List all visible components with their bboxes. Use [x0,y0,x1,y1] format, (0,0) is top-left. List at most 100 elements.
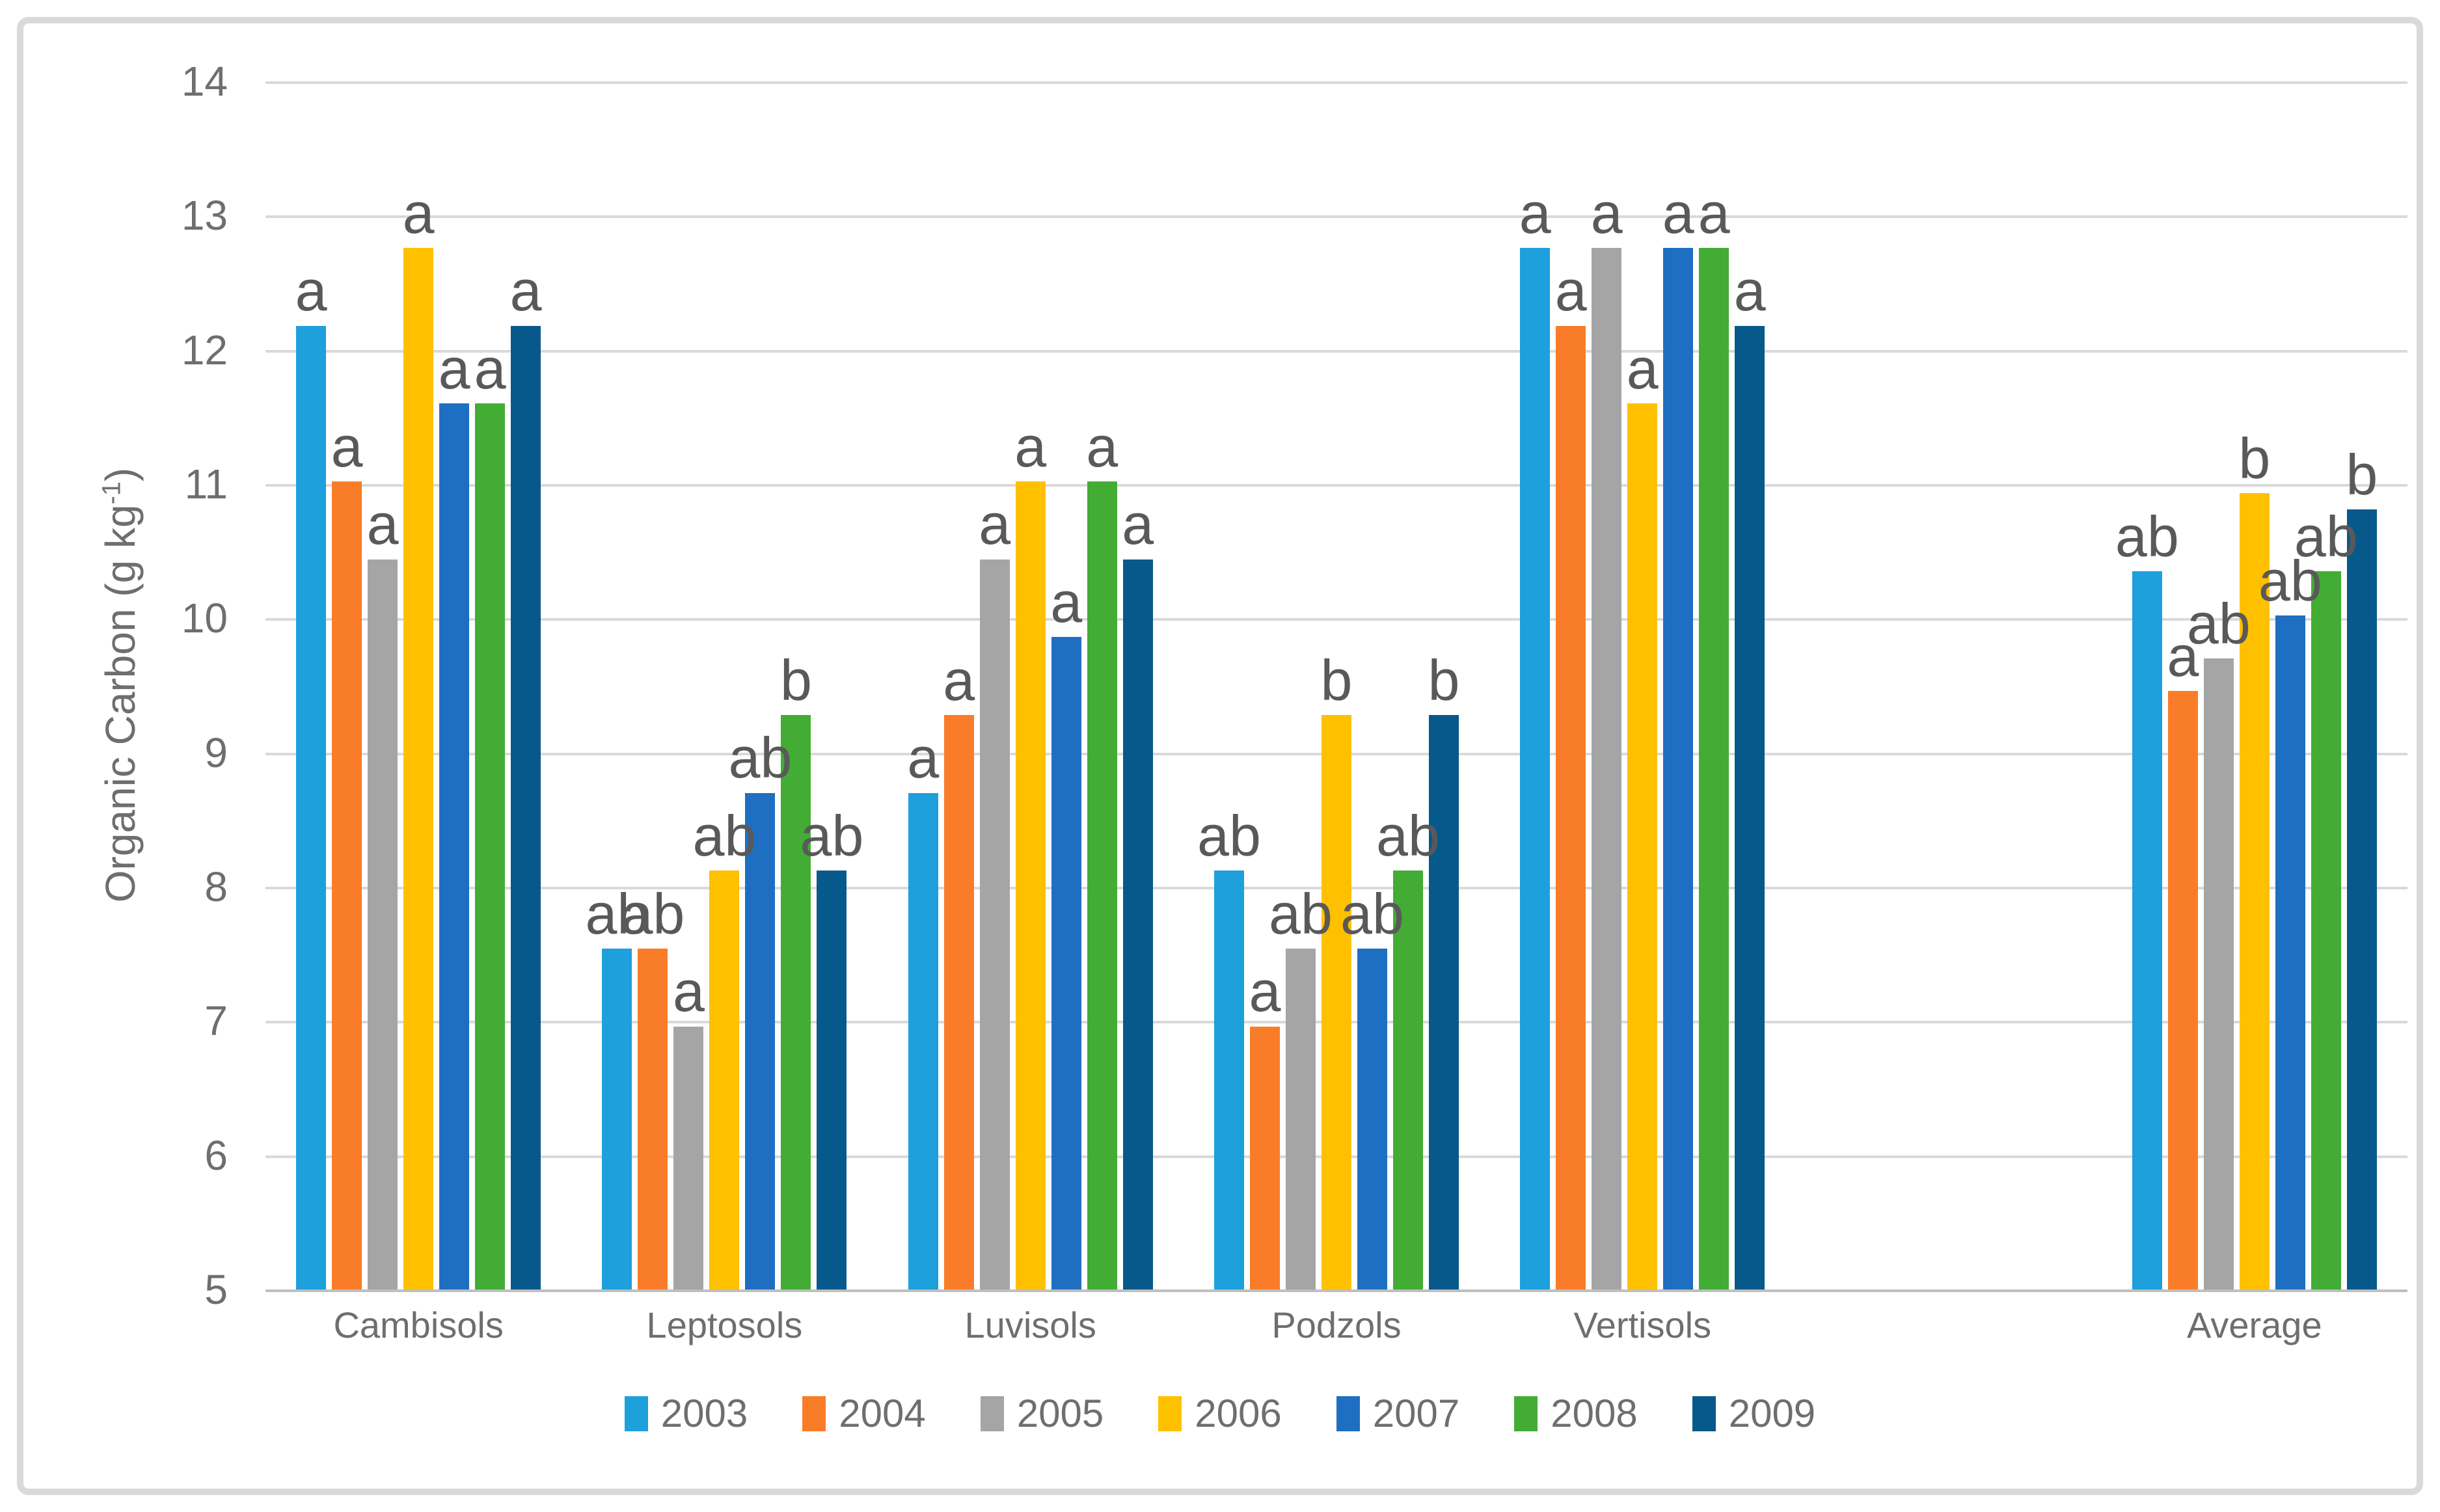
y-tick-label-6: 6 [204,1131,228,1179]
legend-item-2006: 2006 [1158,1391,1282,1436]
bar-2005-vertisols: a [1591,184,1623,1289]
bar-2006-vertisols: a [1627,340,1659,1289]
bar-2009-vertisols: a [1734,262,1766,1289]
y-tick-label-13: 13 [181,192,228,239]
y-tick-label-11: 11 [184,460,228,507]
significance-letter: a [979,492,1011,557]
legend-label-2009: 2009 [1728,1392,1816,1435]
y-axis-title-close: ) [97,467,144,482]
bar-2004-vertisols: a [1555,262,1587,1289]
legend-marker-2006 [1158,1396,1182,1431]
y-tick-label-12: 12 [181,326,228,373]
legend-label-2008: 2008 [1551,1392,1638,1435]
legend-item-2004: 2004 [802,1391,926,1436]
legend-label-2007: 2007 [1372,1392,1460,1435]
category-group-cambisols: a a a a a a a Cambisols [265,81,571,1345]
significance-letter: a [943,647,975,712]
legend-item-2007: 2007 [1336,1391,1459,1436]
bar-2003-leptosols: ab [585,885,649,1289]
significance-letter: a [1590,180,1623,245]
bar-2007-podzols: ab [1340,885,1404,1289]
significance-letter: a [1014,414,1047,479]
bar-2003-podzols: ab [1197,807,1261,1289]
legend-label-2005: 2005 [1016,1392,1104,1435]
legend-marker-2005 [980,1396,1004,1431]
x-axis-label-luvisols: Luvisols [964,1304,1096,1345]
bar-2008-luvisols: a [1086,418,1118,1289]
gridline-12 [265,349,2407,353]
bar-2006-leptosols: ab [692,807,756,1289]
y-tick-label-14: 14 [181,58,228,105]
significance-letter: a [1086,414,1118,479]
significance-letter: a [907,725,940,790]
significance-letter: a [1662,180,1694,245]
significance-letter: ab [1376,803,1440,869]
bar-2006-podzols: b [1321,651,1352,1289]
bar-2009-podzols: b [1428,651,1459,1289]
significance-letter: a [1050,570,1083,635]
legend-label-2004: 2004 [839,1392,926,1435]
bar-2003-vertisols: a [1519,184,1551,1289]
y-axis-title: Organic Carbon (g kg-1) [96,468,144,902]
category-group-average: ab a ab b ab ab b Average [2102,81,2407,1345]
empty-category-slot [1795,81,2101,1289]
bar-2004-average: a [2167,627,2199,1289]
category-group-podzols: ab a ab b ab ab b Podzols [1184,81,1489,1345]
bar-2006-average: b [2238,430,2270,1289]
bar-2009-luvisols: a [1122,496,1154,1289]
y-tick-label-7: 7 [204,997,228,1045]
significance-letter: a [1698,180,1730,245]
x-axis-label-vertisols: Vertisols [1573,1304,1712,1345]
y-tick-label-8: 8 [204,863,228,910]
significance-letter: ab [800,803,864,869]
gridline-14 [265,81,2407,84]
category-group-leptosols: ab ab a ab ab b ab Leptosols [571,81,877,1345]
bar-2007-luvisols: a [1050,573,1082,1289]
significance-letter: ab [621,881,685,946]
bar-2005-average: ab [2187,595,2251,1289]
bar-2005-luvisols: a [979,496,1010,1289]
bar-2003-cambisols: a [295,262,327,1289]
x-axis-label-average: Average [2187,1304,2322,1345]
significance-letter: a [295,258,327,323]
legend-label-2003: 2003 [660,1392,748,1435]
bar-2007-vertisols: a [1662,184,1694,1289]
gridline-13 [265,215,2407,219]
bar-2004-podzols: a [1249,963,1281,1289]
plot-area: 14 13 12 11 10 9 8 7 6 5 a a a a a a a Cambisols ab ab a ab a… [182,58,2407,1345]
significance-letter: ab [2115,504,2179,569]
significance-letter: ab [1197,803,1261,869]
bar-2007-average: ab [2258,552,2322,1289]
legend-marker-2003 [624,1396,648,1431]
bar-2007-cambisols: a [439,340,470,1289]
significance-letter: a [1249,959,1281,1024]
bar-2006-cambisols: a [403,184,435,1289]
significance-letter: a [331,414,363,479]
bar-2005-leptosols: a [673,963,705,1289]
bar-2004-cambisols: a [331,418,363,1289]
legend-item-2009: 2009 [1692,1391,1815,1436]
bar-2006-luvisols: a [1014,418,1046,1289]
significance-letter: a [1519,180,1551,245]
category-group-vertisols: a a a a a a a Vertisols [1489,81,1795,1345]
legend-marker-2007 [1336,1396,1360,1431]
significance-letter: b [2238,426,2271,491]
significance-letter: ab [1269,881,1333,946]
bar-2008-cambisols: a [474,340,506,1289]
gridline-10 [265,618,2407,621]
significance-letter: ab [2186,591,2251,656]
significance-letter: ab [585,881,649,946]
significance-letter: b [1320,647,1353,712]
significance-letter: a [1733,258,1766,323]
y-axis-title-superscript: -1 [97,481,126,505]
legend: 2003 2004 2005 2006 2007 2008 2009 [0,1391,2440,1436]
significance-letter: a [1554,258,1587,323]
significance-letter: ab [1340,881,1404,946]
legend-label-2006: 2006 [1195,1392,1282,1435]
bar-2008-vertisols: a [1698,184,1730,1289]
significance-letter: a [402,180,435,245]
significance-letter: ab [2294,504,2358,569]
bar-2005-podzols: ab [1269,885,1333,1289]
